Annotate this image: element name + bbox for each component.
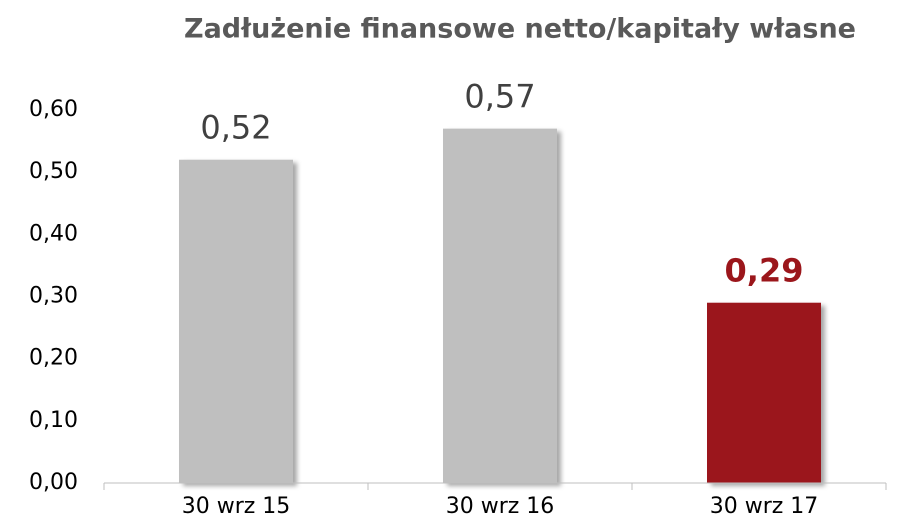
bar	[443, 128, 557, 483]
bar	[707, 302, 821, 483]
y-tick-label: 0,50	[29, 159, 78, 184]
data-label: 0,57	[464, 78, 535, 116]
x-tick-label: 30 wrz 15	[182, 494, 291, 519]
x-tick-label: 30 wrz 17	[710, 494, 819, 519]
y-tick-label: 0,60	[29, 97, 78, 122]
x-tick-label: 30 wrz 16	[446, 494, 555, 519]
y-tick-label: 0,30	[29, 284, 78, 309]
data-label: 0,29	[725, 252, 804, 290]
data-label: 0,52	[200, 109, 271, 147]
y-tick-label: 0,10	[29, 408, 78, 433]
y-tick-label: 0,20	[29, 346, 78, 371]
chart-title: Zadłużenie finansowe netto/kapitały włas…	[184, 14, 856, 45]
bar	[179, 159, 293, 483]
y-tick-label: 0,00	[29, 470, 78, 495]
y-tick-label: 0,40	[29, 221, 78, 246]
